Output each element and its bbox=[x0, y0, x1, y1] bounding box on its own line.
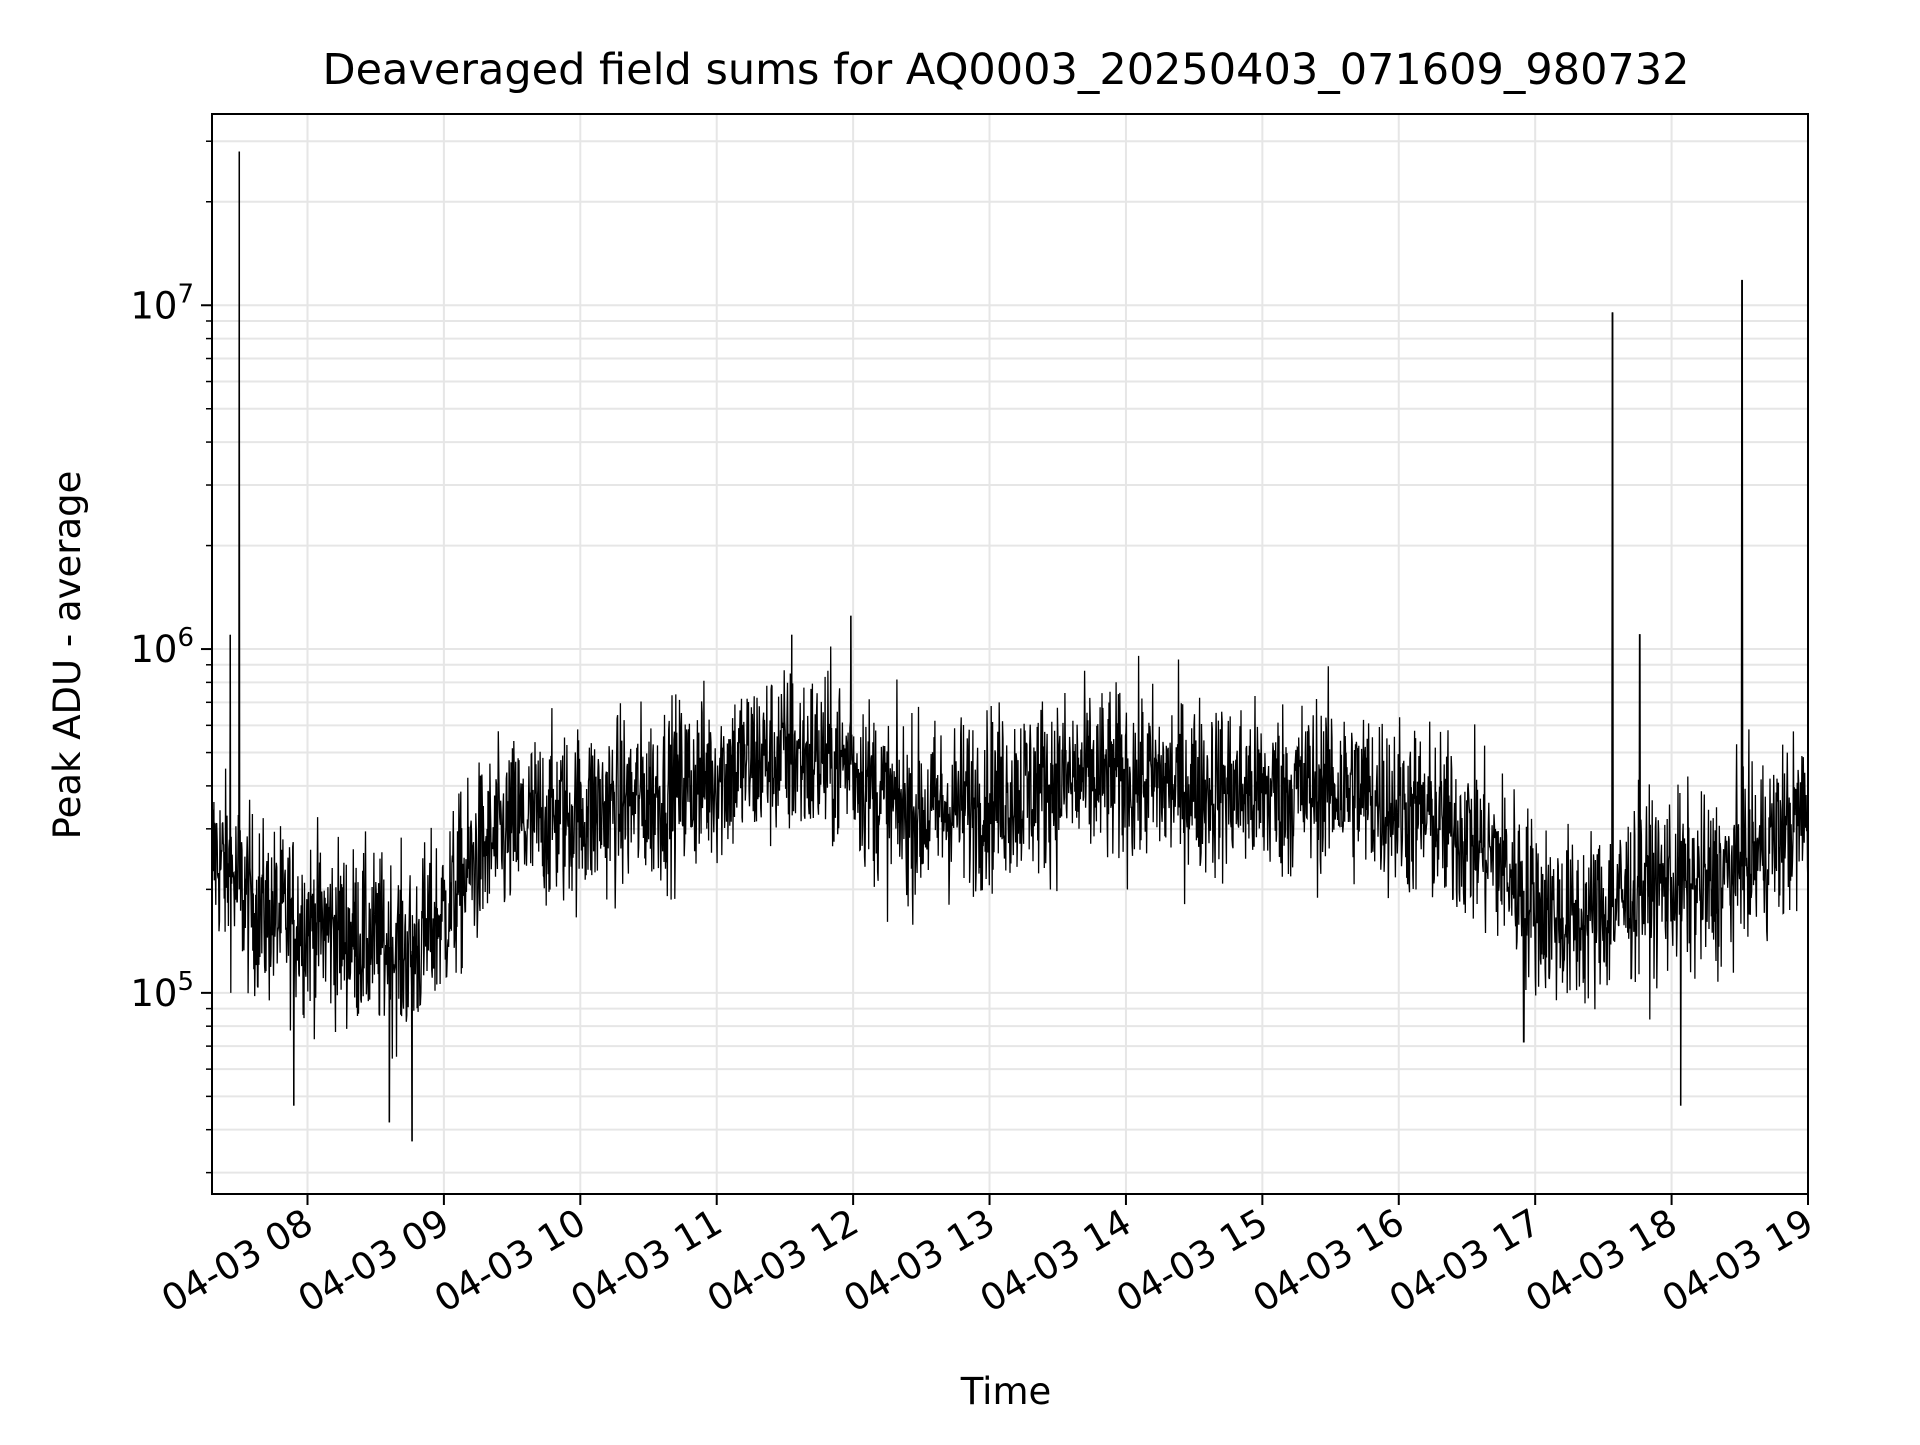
chart-title: Deaveraged field sums for AQ0003_2025040… bbox=[322, 45, 1689, 95]
y-tick-label: 106 bbox=[130, 623, 194, 671]
y-axis-label: Peak ADU - average bbox=[46, 471, 89, 840]
series-layer bbox=[212, 151, 1808, 1142]
axes-frame bbox=[211, 113, 1809, 1195]
series-line bbox=[212, 151, 1808, 1142]
y-tick-label: 107 bbox=[130, 279, 194, 327]
y-tick-label: 105 bbox=[130, 967, 194, 1015]
x-axis-label: Time bbox=[960, 1370, 1052, 1413]
